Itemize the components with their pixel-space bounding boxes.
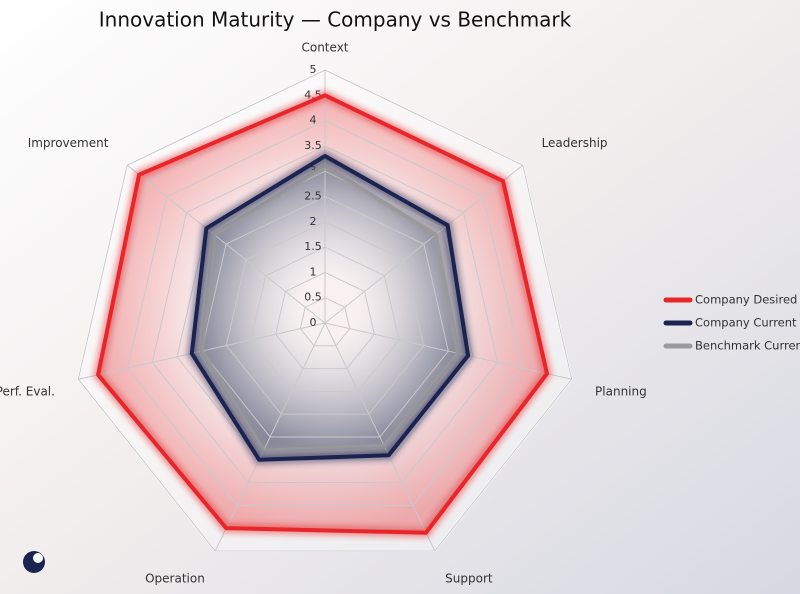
- grid-line: [250, 246, 400, 392]
- r-tick-label: 1.5: [304, 240, 322, 253]
- grid-line: [77, 69, 573, 552]
- logo: [23, 551, 45, 573]
- series-line: [96, 93, 549, 535]
- r-tick-label: 1: [310, 265, 317, 278]
- r-tick-label: 2: [310, 215, 317, 228]
- r-tick-label: 0: [310, 316, 317, 329]
- r-tick-label: 5: [310, 63, 317, 76]
- legend-label: Company Desired: [695, 293, 797, 307]
- legend-label: Benchmark Current: [695, 339, 800, 353]
- spoke: [126, 164, 326, 324]
- grid-line: [275, 271, 375, 370]
- grid-line: [299, 297, 351, 347]
- axis-label: Support: [445, 571, 493, 585]
- grid-line: [151, 145, 499, 484]
- grid-line: [225, 221, 425, 415]
- r-tick-label: 3.5: [304, 139, 322, 152]
- series-line: [199, 164, 461, 453]
- plot: Context Leadership Planning Support Operatio…: [0, 41, 800, 586]
- spoke: [214, 322, 326, 552]
- axis-label: Leadership: [542, 136, 608, 150]
- spoke: [324, 164, 524, 324]
- chart-title: Innovation Maturity — Company vs Benchma…: [99, 8, 572, 32]
- axis-label: Improvement: [28, 136, 109, 150]
- r-tick-label: 2.5: [304, 190, 322, 203]
- axis-label: Operation: [145, 571, 205, 585]
- legend-label: Company Current: [695, 316, 797, 330]
- axis-label: Perf. Eval.: [0, 385, 55, 399]
- spoke: [324, 322, 436, 552]
- r-tick-label: 0.5: [304, 291, 322, 304]
- axis-label: Context: [301, 41, 348, 55]
- r-tick-label: 4: [310, 114, 317, 127]
- grid-line: [127, 120, 523, 506]
- grid-line: [201, 195, 449, 438]
- axis-label: Planning: [595, 385, 647, 399]
- spoke: [324, 322, 572, 380]
- series-area: [201, 166, 459, 451]
- series-line: [189, 154, 471, 462]
